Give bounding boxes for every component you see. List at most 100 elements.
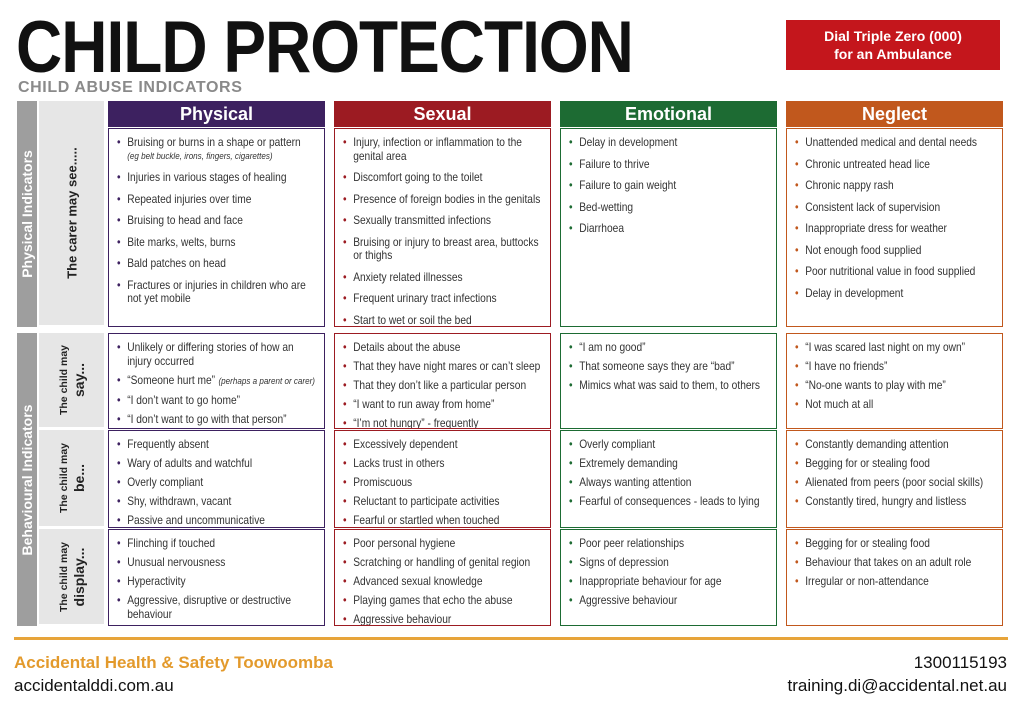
item-list: Overly compliant Extremely demanding Alway… [569, 437, 772, 509]
column-header: Neglect [786, 101, 1003, 127]
item-text: Bruising or burns in a shape or pattern [127, 135, 301, 149]
item-list: Details about the abuse That they have ni… [343, 340, 546, 428]
row-label-lead: The child may [57, 541, 70, 612]
list-item: Overly compliant [569, 437, 772, 452]
list-item: That they have night mares or can’t slee… [343, 359, 546, 374]
cell: Excessively dependent Lacks trust in othe… [334, 430, 551, 528]
item-list: Bruising or burns in a shape or pattern(… [117, 135, 320, 306]
item-text: “Someone hurt me” [127, 372, 216, 387]
list-item: Behaviour that takes on an adult role [795, 555, 998, 570]
list-item: Begging for or stealing food [795, 536, 998, 551]
list-item: Hyperactivity [117, 574, 320, 589]
list-item: Delay in development [569, 135, 772, 150]
list-item: Frequent urinary tract infections [343, 291, 546, 306]
row-label: The child may say... [39, 333, 104, 429]
list-item: Signs of depression [569, 555, 772, 570]
list-item: Bite marks, welts, burns [117, 235, 320, 250]
section-label: Behavioural Indicators [17, 333, 37, 626]
column-header: Sexual [334, 101, 551, 127]
cell: Overly compliant Extremely demanding Alway… [560, 430, 777, 528]
alert-line: Dial Triple Zero (000) [824, 28, 962, 44]
item-list: Unattended medical and dental needs Chron… [795, 135, 998, 301]
column-header: Emotional [560, 101, 777, 127]
section-label: Physical Indicators [17, 101, 37, 327]
cell: Constantly demanding attention Begging fo… [786, 430, 1003, 528]
item-list: Flinching if touched Unusual nervousness H… [117, 536, 320, 621]
list-item: Bruising to head and face [117, 213, 320, 228]
list-item: “Someone hurt me”(perhaps a parent or ca… [117, 372, 320, 389]
cell: Unlikely or differing stories of how an … [108, 333, 325, 429]
row-label: The child may be... [39, 430, 104, 528]
footer-org: Accidental Health & Safety Toowoomba [14, 653, 333, 672]
item-note: (perhaps a parent or carer) [218, 375, 315, 387]
cell: Details about the abuse That they have ni… [334, 333, 551, 429]
list-item: Delay in development [795, 286, 998, 301]
list-item: Injury, infection or inflammation to the… [343, 135, 546, 163]
list-item: Chronic untreated head lice [795, 157, 998, 172]
subtitle: CHILD ABUSE INDICATORS [18, 79, 243, 96]
list-item: Injuries in various stages of healing [117, 170, 320, 185]
list-item: Inappropriate dress for weather [795, 221, 998, 236]
list-item: Poor peer relationships [569, 536, 772, 551]
footer-email: training.di@accidental.net.au [787, 676, 1007, 695]
list-item: Aggressive behaviour [343, 612, 546, 625]
list-item: Fearful of consequences - leads to lying [569, 494, 772, 509]
row-label-word: say... [70, 363, 87, 397]
list-item: Scratching or handling of genital region [343, 555, 546, 570]
list-item: Constantly tired, hungry and listless [795, 494, 998, 509]
list-item: Consistent lack of supervision [795, 200, 998, 215]
cell: Begging for or stealing food Behaviour th… [786, 529, 1003, 626]
list-item: “No-one wants to play with me” [795, 378, 998, 393]
list-item: Constantly demanding attention [795, 437, 998, 452]
list-item: Repeated injuries over time [117, 192, 320, 207]
list-item: Inappropriate behaviour for age [569, 574, 772, 589]
section-label-text: Behavioural Indicators [19, 404, 35, 555]
list-item: Excessively dependent [343, 437, 546, 452]
item-list: Poor personal hygiene Scratching or handl… [343, 536, 546, 625]
list-item: Unattended medical and dental needs [795, 135, 998, 150]
list-item: Extremely demanding [569, 456, 772, 471]
row-label-word: display... [70, 547, 87, 606]
list-item: Reluctant to participate activities [343, 494, 546, 509]
row-label-text: The carer may see..... [64, 147, 79, 279]
cell: Delay in development Failure to thrive Fai… [560, 128, 777, 327]
list-item: Aggressive behaviour [569, 593, 772, 608]
list-item: Irregular or non-attendance [795, 574, 998, 589]
cell: “I was scared last night on my own” “I ha… [786, 333, 1003, 429]
list-item: Fearful or startled when touched [343, 513, 546, 527]
cell: Bruising or burns in a shape or pattern(… [108, 128, 325, 327]
list-item: “I don’t want to go with that person” [117, 412, 320, 427]
list-item: “I have no friends” [795, 359, 998, 374]
cell: Flinching if touched Unusual nervousness H… [108, 529, 325, 626]
list-item: Bed-wetting [569, 200, 772, 215]
list-item: “I am no good” [569, 340, 772, 355]
section-label-text: Physical Indicators [19, 150, 35, 278]
cell: Poor personal hygiene Scratching or handl… [334, 529, 551, 626]
list-item: Alienated from peers (poor social skills… [795, 475, 998, 490]
list-item: Anxiety related illnesses [343, 270, 546, 285]
list-item: Frequently absent [117, 437, 320, 452]
list-item: “I don’t want to go home” [117, 393, 320, 408]
item-list: Delay in development Failure to thrive Fai… [569, 135, 772, 236]
cell: Frequently absent Wary of adults and watc… [108, 430, 325, 528]
item-list: Begging for or stealing food Behaviour th… [795, 536, 998, 589]
item-list: Frequently absent Wary of adults and watc… [117, 437, 320, 527]
list-item: Failure to thrive [569, 157, 772, 172]
item-note: (eg belt buckle, irons, fingers, cigaret… [127, 150, 273, 162]
list-item: Promiscuous [343, 475, 546, 490]
row-label: The carer may see..... [39, 101, 104, 327]
list-item: Presence of foreign bodies in the genita… [343, 192, 546, 207]
title: CHILD PROTECTION [16, 5, 634, 88]
list-item: Passive and uncommunicative [117, 513, 320, 527]
list-item: Lacks trust in others [343, 456, 546, 471]
list-item: That someone says they are “bad” [569, 359, 772, 374]
row-label: The child may display... [39, 529, 104, 626]
list-item: Mimics what was said to them, to others [569, 378, 772, 393]
list-item: “I was scared last night on my own” [795, 340, 998, 355]
cell: Injury, infection or inflammation to the… [334, 128, 551, 327]
item-list: “I am no good” That someone says they are… [569, 340, 772, 393]
row-label-lead: The child may [57, 344, 70, 416]
list-item: Fractures or injuries in children who ar… [117, 278, 320, 306]
list-item: Start to wet or soil the bed [343, 313, 546, 326]
cell: Poor peer relationships Signs of depressi… [560, 529, 777, 626]
